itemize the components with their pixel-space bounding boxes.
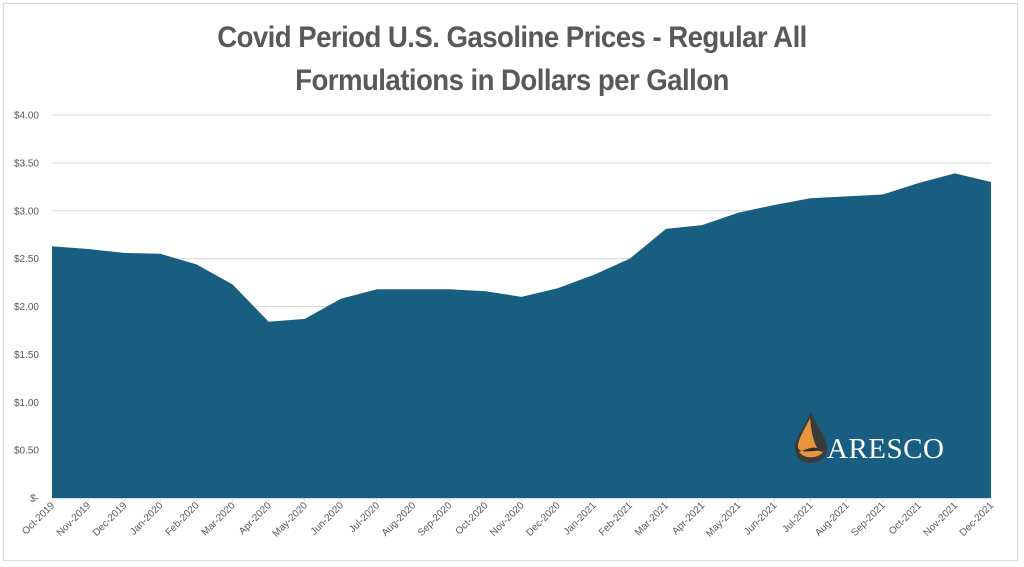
oil-drop-icon [795,412,827,463]
y-tick-label: $3.00 [14,206,39,217]
chart-title-line-1: Covid Period U.S. Gasoline Prices - Regu… [217,21,807,54]
x-tick-label: Oct-2020 [454,500,491,537]
x-tick-label: Sep-2021 [849,500,888,539]
y-tick-label: $1.50 [14,350,39,361]
x-tick-label: Nov-2021 [922,500,961,539]
x-tick-label: Dec-2021 [958,500,997,539]
x-tick-label: May-2020 [271,500,311,540]
x-tick-label: Jan-2020 [128,500,166,538]
y-tick-label: $4.00 [14,111,39,122]
x-tick-label: Aug-2020 [380,500,419,539]
x-tick-label: Jun-2021 [742,500,780,538]
logo-text: ARESCO [827,433,944,465]
y-tick-label: $2.00 [14,302,39,313]
x-tick-label: Feb-2020 [164,500,202,538]
x-tick-label: Dec-2019 [91,500,130,539]
x-tick-label: Oct-2021 [887,500,924,537]
y-tick-label: $- [30,494,39,505]
x-tick-label: Jul-2020 [347,500,382,535]
x-tick-label: Mar-2020 [200,500,238,538]
x-tick-label: Aug-2021 [813,500,852,539]
aresco-logo: ARESCO [795,412,944,465]
y-axis: $- $0.50 $1.00 $1.50 $2.00 $2.50 $3.00 $3.50 $4.… [14,111,39,505]
y-tick-label: $2.50 [14,254,39,265]
chart-title: Covid Period U.S. Gasoline Prices - Regu… [41,16,983,102]
x-tick-label: Nov-2019 [55,500,94,539]
x-tick-label: Sep-2020 [416,500,455,539]
x-tick-label: May-2021 [704,500,744,540]
x-tick-label: Jul-2021 [781,500,816,535]
y-tick-label: $3.50 [14,158,39,169]
chart-title-line-2: Formulations in Dollars per Gallon [295,64,729,97]
x-tick-label: Jan-2021 [562,500,600,538]
x-tick-label: Oct-2019 [20,500,57,537]
x-tick-label: Dec-2020 [524,500,563,539]
x-axis: Oct-2019Nov-2019Dec-2019Jan-2020Feb-2020… [20,498,996,540]
x-tick-label: Nov-2020 [488,500,527,539]
x-tick-label: Apr-2020 [237,500,274,537]
y-tick-label: $1.00 [14,398,39,409]
x-tick-label: Apr-2021 [670,500,707,537]
x-tick-label: Feb-2021 [597,500,635,538]
price-area-series [52,173,991,498]
x-tick-label: Jun-2020 [309,500,347,538]
x-tick-label: Mar-2021 [633,500,671,538]
y-tick-label: $0.50 [14,446,39,457]
